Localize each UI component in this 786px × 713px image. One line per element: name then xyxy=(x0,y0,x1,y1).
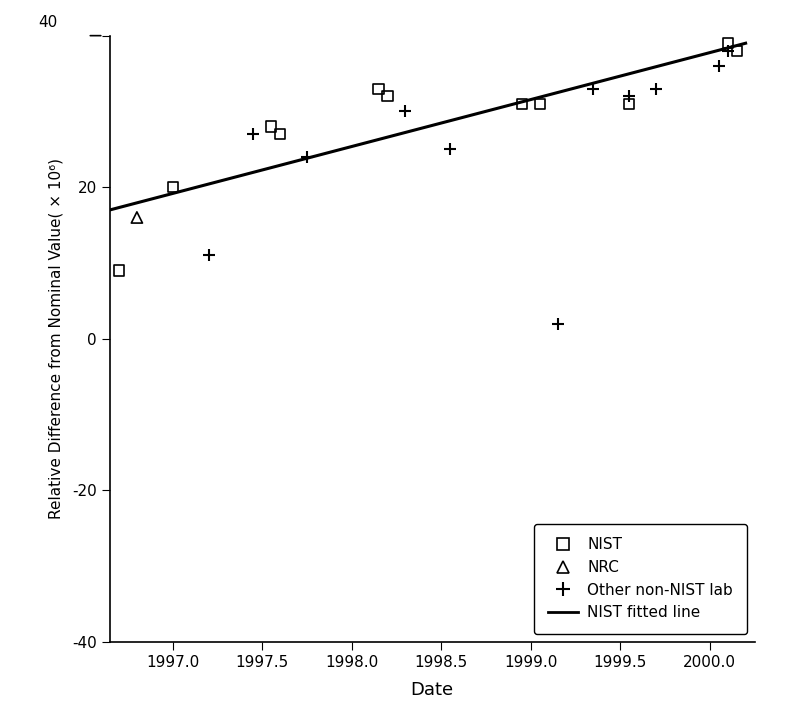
Point xyxy=(516,98,528,110)
Point xyxy=(722,45,734,56)
X-axis label: Date: Date xyxy=(411,681,454,699)
Point xyxy=(444,143,457,155)
Point xyxy=(712,60,725,71)
Point xyxy=(551,318,564,329)
Point xyxy=(623,91,636,102)
Point xyxy=(650,83,663,94)
Point xyxy=(265,120,277,132)
Y-axis label: Relative Difference from Nominal Value( × 10⁶): Relative Difference from Nominal Value( … xyxy=(49,158,64,519)
Point xyxy=(130,212,143,223)
Legend: NIST, NRC, Other non-NIST lab, NIST fitted line: NIST, NRC, Other non-NIST lab, NIST fitt… xyxy=(534,523,747,634)
Point xyxy=(730,45,743,56)
Point xyxy=(587,83,600,94)
Point xyxy=(167,181,179,193)
Point xyxy=(399,106,412,117)
Point xyxy=(301,151,314,163)
Point xyxy=(363,644,376,655)
Point xyxy=(623,98,636,110)
Point xyxy=(722,38,734,49)
Point xyxy=(202,250,215,261)
Point xyxy=(247,128,259,140)
Point xyxy=(381,91,394,102)
Point xyxy=(274,128,286,140)
Point xyxy=(112,265,125,276)
Point xyxy=(373,83,385,94)
Text: 40: 40 xyxy=(38,15,57,30)
Point xyxy=(534,98,546,110)
